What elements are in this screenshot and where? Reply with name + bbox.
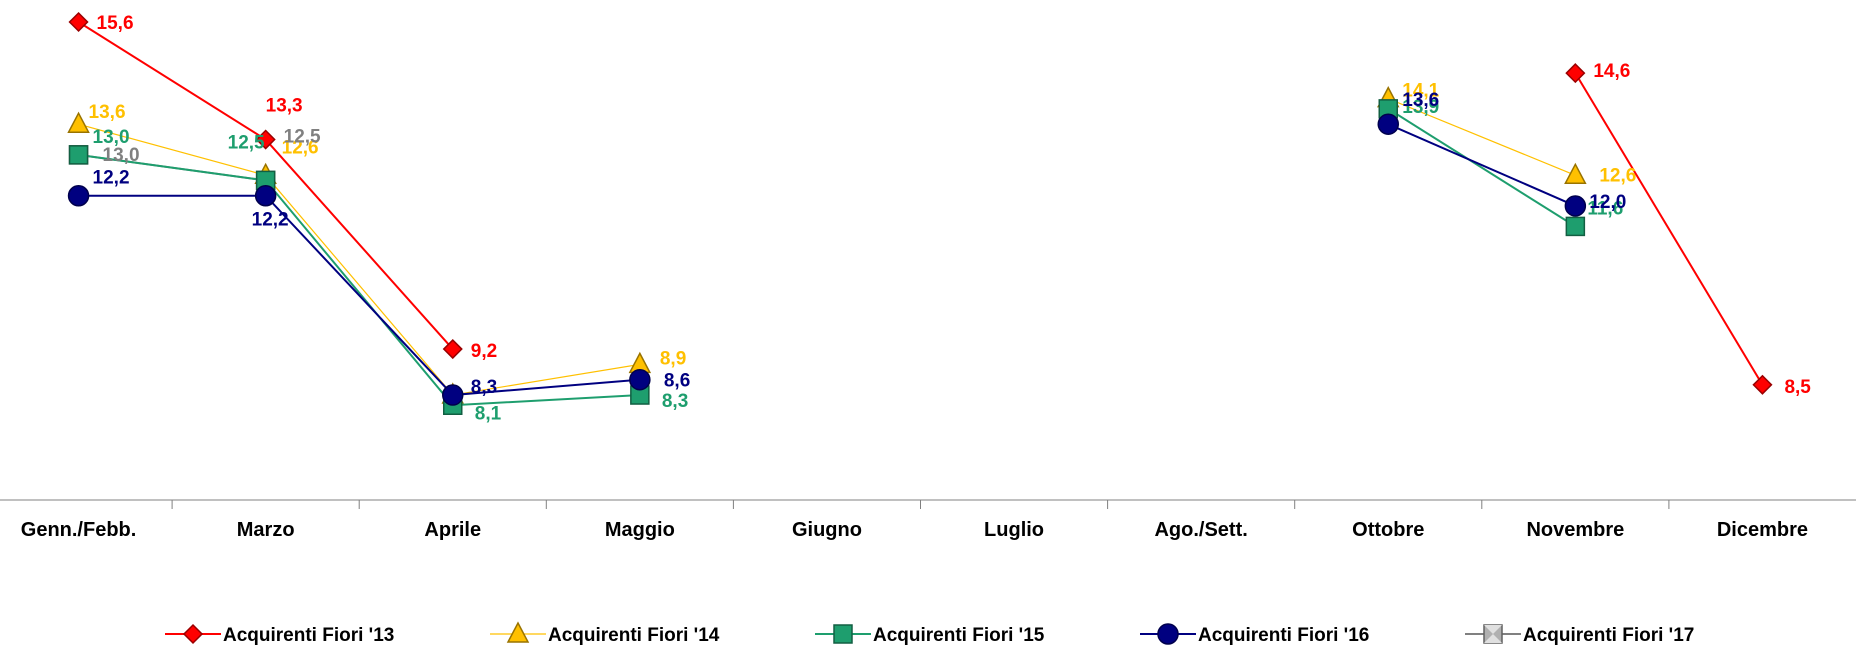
data-point-novembre [1565,216,1586,237]
data-point-aprile [442,384,464,406]
data-label: 13,0 [93,127,130,148]
data-label: 8,6 [664,371,690,392]
series-line [1387,123,1576,207]
series-acquirenti-fiori-13 [68,11,1773,395]
data-point-genn-febb [67,111,90,133]
x-tick-label-marzo: Marzo [237,519,295,541]
legend-marker [833,624,853,644]
x-tick-label-luglio: Luglio [984,519,1044,541]
data-label: 14,6 [1593,61,1630,82]
x-tick-label-maggio: Maggio [605,519,675,541]
labels-acquirenti-fiori-15: 13,0 12,5 8,1 8,3 13,9 11,6 [93,97,1624,424]
labels-acquirenti-fiori-16: 12,2 12,2 8,3 8,6 13,6 12,0 [93,90,1627,398]
data-label: 11,6 [1587,198,1623,219]
series-line [78,153,640,407]
labels-acquirenti-fiori-17: 13,0 12,5 [103,126,322,165]
data-label: 13,9 [1402,97,1439,118]
legend-label: Acquirenti Fiori '14 [548,625,720,646]
legend-item-acquirenti-fiori-13: Acquirenti Fiori '13 [165,623,394,646]
legend-label: Acquirenti Fiori '16 [1198,625,1369,646]
labels-acquirenti-fiori-14: 13,6 12,6 8,9 14,1 12,6 [89,81,1637,370]
data-label: 12,5 [228,132,265,153]
series-line [78,123,640,396]
legend-marker [1483,624,1503,644]
series-layer [67,11,1773,415]
legend-label: Acquirenti Fiori '15 [873,625,1045,646]
data-labels-layer: 15,613,39,214,68,513,612,68,914,112,613,… [89,13,1812,424]
data-label: 9,2 [471,341,497,362]
data-label: 8,3 [662,391,688,412]
series-line [1388,98,1576,176]
data-label: 12,5 [284,126,321,147]
legend-item-acquirenti-fiori-16: Acquirenti Fiori '16 [1140,623,1369,646]
data-point-genn-febb [67,184,90,207]
data-label: 15,6 [97,13,134,34]
series-line [1387,108,1576,228]
legend-item-acquirenti-fiori-14: Acquirenti Fiori '14 [490,621,720,646]
data-label: 12,6 [1599,165,1636,186]
data-point-novembre [1565,63,1586,84]
legend-label: Acquirenti Fiori '17 [1523,625,1694,646]
data-point-maggio [629,368,651,391]
x-axis-ticks [171,500,1670,509]
legend-item-acquirenti-fiori-15: Acquirenti Fiori '15 [815,624,1045,646]
data-label: 8,3 [471,377,497,398]
data-label: 8,9 [660,348,686,369]
labels-acquirenti-fiori-13: 15,6 13,3 9,2 14,6 8,5 [97,13,1812,398]
x-tick-label-giugno: Giugno [792,519,862,541]
data-point-ottobre [1377,113,1399,135]
data-point-novembre [1564,195,1587,217]
series-line [78,194,640,397]
data-label: 12,0 [1589,192,1626,213]
data-point-aprile [442,338,463,360]
x-tick-label-aprile: Aprile [424,519,481,541]
data-point-dicembre [1752,374,1773,395]
data-label: 8,1 [475,403,502,424]
data-point-marzo [254,184,277,207]
data-point-genn-febb [68,145,89,165]
data-label: 13,0 [103,145,140,166]
x-tick-label-dicembre: Dicembre [1717,519,1808,541]
legend: Acquirenti Fiori '13 Acquirenti Fiori '14… [165,621,1694,646]
data-label: 12,2 [93,168,130,189]
data-label: 12,2 [252,210,289,231]
data-point-marzo [255,129,276,150]
legend-marker [1157,623,1179,645]
x-tick-label-ottobre: Ottobre [1352,519,1424,541]
x-tick-label-ago-sett: Ago./Sett. [1154,519,1247,541]
x-axis-tick-labels: Genn./Febb. Marzo Aprile Maggio Giugno Luglio… [21,519,1808,541]
data-label: 13,3 [266,96,303,117]
series-acquirenti-fiori-15 [68,99,1586,415]
legend-marker [182,623,204,645]
data-label: 14,1 [1402,81,1439,102]
data-label: 13,6 [1402,90,1439,111]
series-line [1574,72,1764,386]
legend-marker [506,621,530,643]
x-tick-label-novembre: Novembre [1526,519,1624,541]
data-point-genn-febb [68,11,89,33]
series-acquirenti-fiori-16 [67,113,1587,406]
x-tick-label-genn-febb: Genn./Febb. [21,519,137,541]
data-point-novembre [1564,162,1587,185]
legend-label: Acquirenti Fiori '13 [223,625,394,646]
data-label: 12,6 [282,137,319,158]
data-label: 13,6 [89,102,126,123]
data-label: 8,5 [1784,377,1811,398]
legend-item-acquirenti-fiori-17: Acquirenti Fiori '17 [1465,624,1694,646]
